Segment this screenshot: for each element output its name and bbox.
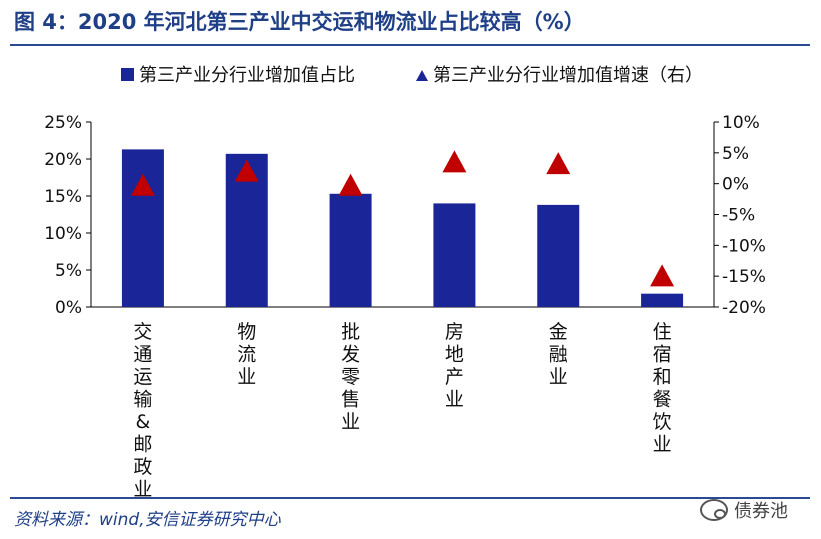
bars [121,149,684,307]
legend-triangle-label: 第三产业分行业增加值增速（右） [433,65,703,86]
wechat-icon [700,499,728,521]
category-label: 住宿和餐饮业 [653,321,672,456]
legend-bar-label: 第三产业分行业增加值占比 [139,65,355,86]
y-tick-label: 10% [44,224,82,244]
watermark: 债券池 [700,497,788,523]
growth-marker [546,152,571,175]
bar [433,203,476,307]
growth-marker [234,159,259,182]
category-labels: 交通运输&邮政业 物流业 批发零售业 房地产业 金融业 住宿和餐饮业 [133,321,671,501]
source-note: 资料来源：wind,安信证券研究中心 [14,510,281,530]
legend: 第三产业分行业增加值占比 第三产业分行业增加值增速（右） [121,65,703,86]
category-label: 房地产业 [445,321,464,411]
growth-marker [130,173,155,196]
y-tick-label: 20% [44,150,82,170]
y2-tick-label: 5% [722,144,749,164]
axes: 0% 5% 10% 15% 20% 25% 10% 5% 0% -5% -10% -15% -20% [44,113,766,318]
y2-tick-label: -20% [722,298,766,318]
y2-tick-label: 0% [722,175,749,195]
y2-tick-label: -15% [722,267,766,287]
category-label: 金融业 [549,321,568,388]
category-label: 物流业 [237,321,256,388]
bar [641,293,684,307]
y-tick-label: 15% [44,187,82,207]
category-label: 批发零售业 [341,321,360,433]
y-tick-label: 0% [55,298,82,318]
bar [329,193,372,307]
legend-bar-swatch [121,68,134,81]
y2-tick-label: -10% [722,236,766,256]
growth-marker [650,264,675,287]
legend-triangle-swatch [416,70,428,81]
title-rule [10,44,810,46]
bar [121,149,164,307]
chart-title: 图 4：2020 年河北第三产业中交运和物流业占比较高（%） [14,10,585,34]
y-tick-label: 25% [44,113,82,133]
category-label: 交通运输&邮政业 [133,321,152,501]
footer-rule [10,497,810,499]
watermark-text: 债券池 [734,501,788,522]
y-tick-label: 5% [55,261,82,281]
markers [130,150,675,287]
bar [537,204,580,307]
growth-marker [338,173,363,196]
y2-tick-label: -5% [722,206,755,226]
y2-tick-label: 10% [722,113,760,133]
growth-marker [442,150,467,173]
